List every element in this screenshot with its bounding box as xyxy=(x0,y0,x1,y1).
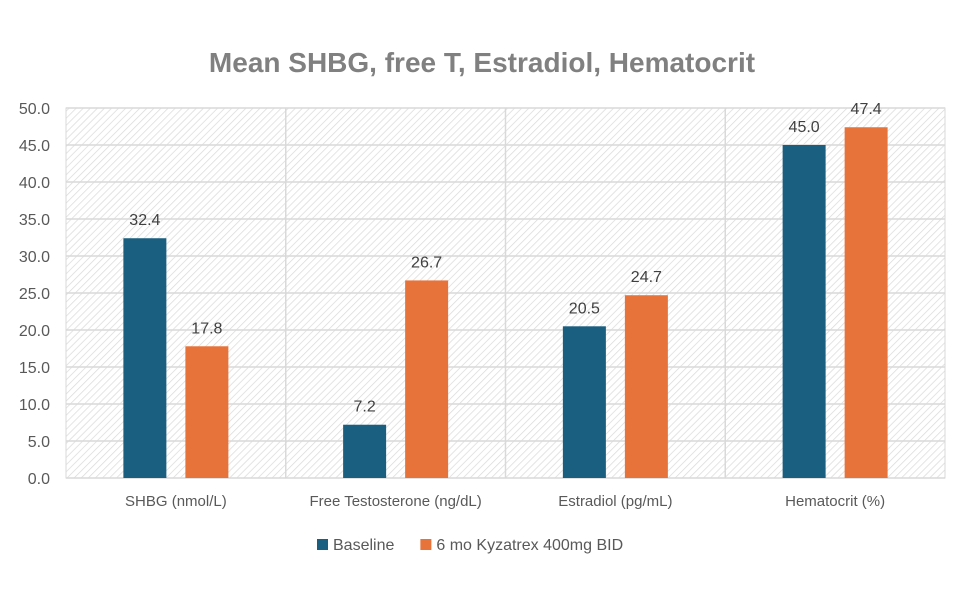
bar-baseline xyxy=(562,326,606,478)
y-tick-label: 25.0 xyxy=(19,286,50,303)
y-tick-label: 35.0 xyxy=(19,212,50,229)
bar-kyzatrex xyxy=(185,346,229,478)
data-label: 32.4 xyxy=(129,212,160,229)
data-label: 47.4 xyxy=(851,101,882,118)
y-tick-label: 45.0 xyxy=(19,138,50,155)
data-label: 7.2 xyxy=(354,399,376,416)
y-tick-label: 40.0 xyxy=(19,175,50,192)
y-tick-label: 30.0 xyxy=(19,249,50,266)
legend-label: 6 mo Kyzatrex 400mg BID xyxy=(436,537,623,554)
x-tick-label: Estradiol (pg/mL) xyxy=(558,493,672,510)
x-tick-label: Free Testosterone (ng/dL) xyxy=(309,493,481,510)
data-label: 17.8 xyxy=(191,320,222,337)
y-tick-label: 10.0 xyxy=(19,397,50,414)
bar-kyzatrex xyxy=(405,280,449,478)
x-tick-label: SHBG (nmol/L) xyxy=(125,493,227,510)
y-tick-label: 50.0 xyxy=(19,101,50,118)
legend-swatch xyxy=(317,539,328,550)
y-tick-label: 20.0 xyxy=(19,323,50,340)
y-tick-label: 0.0 xyxy=(28,471,50,488)
legend: Baseline 6 mo Kyzatrex 400mg BID xyxy=(317,537,623,554)
bar-kyzatrex xyxy=(844,127,888,479)
data-label: 20.5 xyxy=(569,300,600,317)
bar-kyzatrex xyxy=(624,295,668,478)
bar-baseline xyxy=(782,145,826,478)
x-tick-label: Hematocrit (%) xyxy=(785,493,885,510)
bar-baseline xyxy=(343,424,387,478)
data-label: 26.7 xyxy=(411,254,442,271)
legend-swatch xyxy=(420,539,432,550)
chart-title: Mean SHBG, free T, Estradiol, Hematocrit xyxy=(209,47,755,78)
y-tick-label: 15.0 xyxy=(19,360,50,377)
bar-baseline xyxy=(123,238,167,478)
y-tick-label: 5.0 xyxy=(28,434,50,451)
legend-label: Baseline xyxy=(333,537,394,554)
data-label: 24.7 xyxy=(631,269,662,286)
data-label: 45.0 xyxy=(789,119,820,136)
